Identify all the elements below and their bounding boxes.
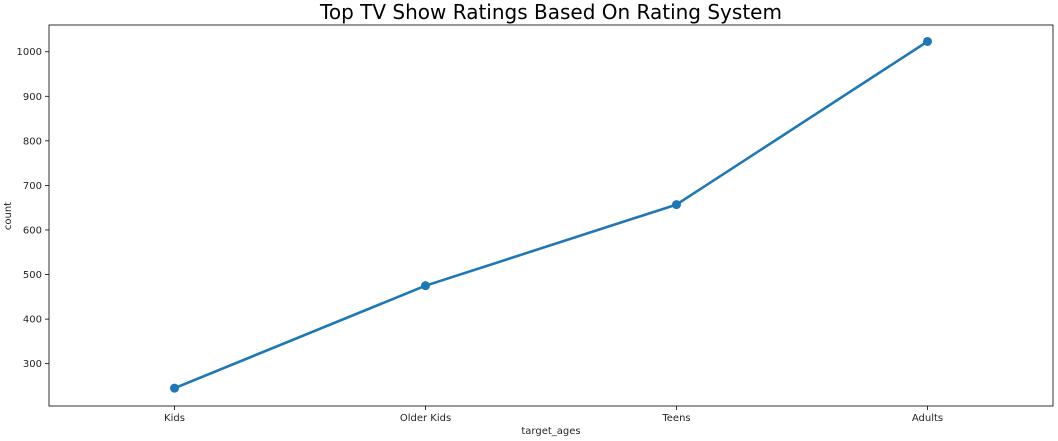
y-tick-label: 800 [23,136,42,147]
y-tick-label: 900 [23,92,42,103]
y-axis-label: count [3,202,14,230]
y-tick-label: 700 [23,181,42,192]
series-line [174,40,929,390]
data-point [421,281,430,291]
plot-frame [48,24,1054,407]
chart-title: Top TV Show Ratings Based On Rating Syst… [319,0,782,24]
x-tick-label: Older Kids [400,413,451,424]
data-point [923,36,932,46]
x-tick-label: Teens [661,413,690,424]
data-point [170,383,179,393]
y-tick-label: 600 [23,225,42,236]
x-axis-label: target_ages [521,426,580,437]
plot-area: 300 400 500 600 700 800 900 1000 Kids Older Kids T… [17,24,1054,424]
x-tick-label: Kids [164,413,185,424]
y-tick-label: 1000 [17,47,42,58]
data-point [672,200,681,210]
y-tick-label: 300 [23,359,42,370]
x-tick-label: Adults [912,413,943,424]
y-tick-label: 500 [23,270,42,281]
y-tick-label: 400 [23,315,42,326]
